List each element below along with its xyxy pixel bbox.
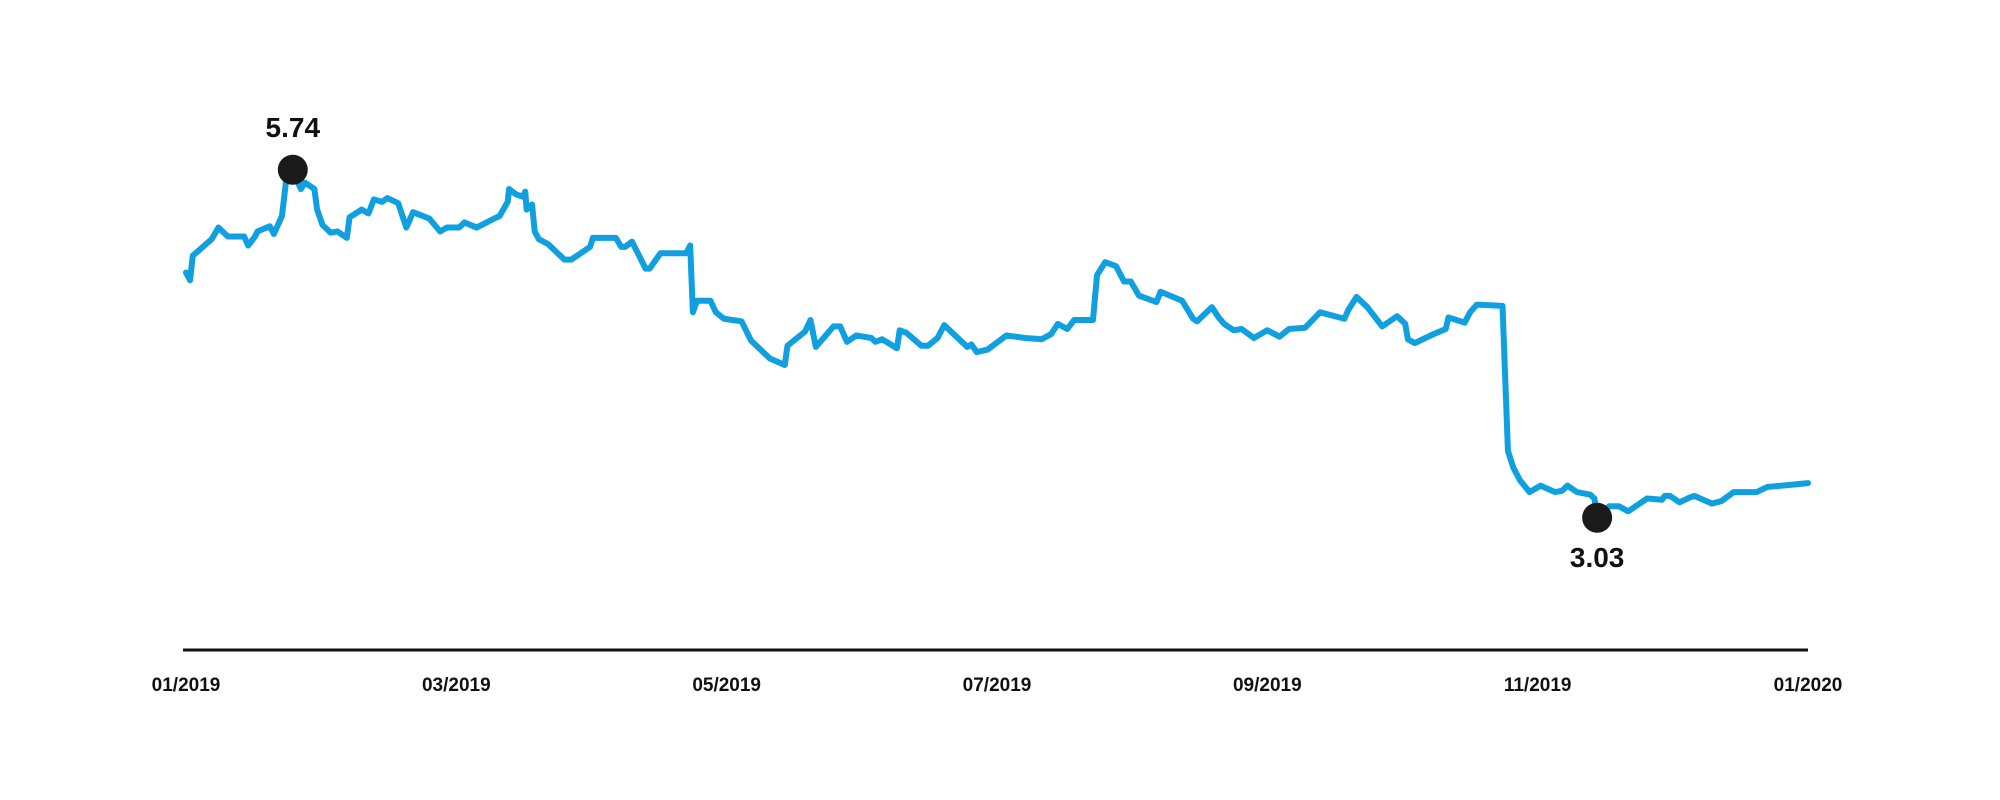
price-line	[183, 166, 1811, 521]
annotation-label: 5.74	[266, 112, 321, 143]
annotation-label: 3.03	[1570, 542, 1625, 573]
x-tick-label: 09/2019	[1233, 675, 1302, 696]
x-tick-label: 03/2019	[422, 675, 491, 696]
x-tick-label: 11/2019	[1504, 675, 1572, 696]
x-tick-label: 07/2019	[963, 675, 1032, 696]
annotation-marker	[277, 154, 308, 185]
x-tick-label: 05/2019	[692, 675, 761, 696]
x-tick-label: 01/2019	[152, 675, 221, 696]
annotation-marker	[1582, 502, 1613, 533]
x-tick-label: 01/2020	[1774, 675, 1843, 696]
